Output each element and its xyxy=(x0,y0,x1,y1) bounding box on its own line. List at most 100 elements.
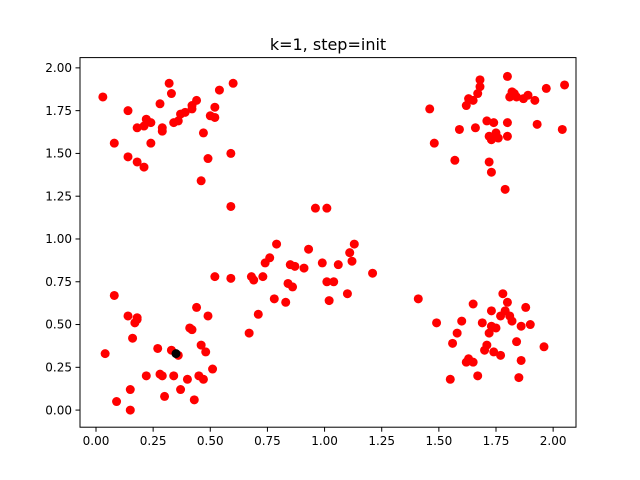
data-point xyxy=(342,289,352,299)
data-point xyxy=(486,135,496,145)
data-point xyxy=(157,123,167,133)
data-point xyxy=(502,131,512,141)
x-tick-label: 0.25 xyxy=(140,434,167,448)
x-tick-label: 1.75 xyxy=(483,434,510,448)
data-point xyxy=(128,333,138,343)
y-tick-label: 2.00 xyxy=(45,61,72,75)
data-point xyxy=(484,328,494,338)
data-point xyxy=(454,124,464,134)
data-point xyxy=(288,282,298,292)
data-point xyxy=(461,101,471,111)
data-point xyxy=(196,176,206,186)
data-point xyxy=(468,299,478,309)
data-point xyxy=(210,102,220,112)
x-tick-label: 1.00 xyxy=(311,434,338,448)
data-point xyxy=(324,296,334,306)
data-point xyxy=(210,272,220,282)
data-point xyxy=(203,154,213,164)
data-point xyxy=(153,343,163,353)
data-point xyxy=(502,118,512,128)
data-point xyxy=(192,302,202,312)
data-point xyxy=(132,314,142,324)
data-point xyxy=(457,316,467,326)
data-point xyxy=(516,355,526,365)
y-tick-label: 1.75 xyxy=(45,104,72,118)
data-point xyxy=(468,357,478,367)
data-point xyxy=(482,116,492,126)
data-point xyxy=(299,263,309,273)
data-point xyxy=(347,256,357,266)
data-point xyxy=(201,347,211,357)
data-point xyxy=(196,340,206,350)
data-point xyxy=(123,311,133,321)
data-point xyxy=(125,385,135,395)
data-point xyxy=(333,260,343,270)
plot-area-frame xyxy=(79,57,577,428)
data-point xyxy=(541,83,551,93)
x-tick-label: 1.25 xyxy=(368,434,395,448)
data-point xyxy=(249,275,259,285)
data-point xyxy=(345,248,355,258)
data-point xyxy=(525,320,535,330)
data-point xyxy=(482,340,492,350)
data-point xyxy=(413,294,423,304)
x-axis-ticks: 0.00 0.25 0.50 0.75 1.00 1.25 1.50 1.75 2.00 xyxy=(83,427,567,448)
data-point xyxy=(226,148,236,158)
data-point xyxy=(429,138,439,148)
data-point xyxy=(432,318,442,328)
data-point xyxy=(445,374,455,384)
data-point xyxy=(210,112,220,122)
data-point xyxy=(198,128,208,138)
data-point xyxy=(477,318,487,328)
data-point xyxy=(530,95,540,105)
data-point xyxy=(470,123,480,133)
data-point xyxy=(560,80,570,90)
data-point xyxy=(253,309,263,319)
data-point xyxy=(141,371,151,381)
data-point xyxy=(475,82,485,92)
data-point xyxy=(189,395,199,405)
data-point xyxy=(484,157,494,167)
data-point xyxy=(226,273,236,283)
x-tick-label: 1.50 xyxy=(425,434,452,448)
data-point xyxy=(214,85,224,95)
data-point xyxy=(226,201,236,211)
data-point xyxy=(192,95,202,105)
data-point xyxy=(452,328,462,338)
data-point xyxy=(489,347,499,357)
data-point xyxy=(304,244,314,254)
data-point xyxy=(146,138,156,148)
y-axis-ticks: 0.00 0.25 0.50 0.75 1.00 1.25 1.50 1.75 2.00 xyxy=(45,61,80,417)
data-point xyxy=(502,71,512,81)
data-point xyxy=(290,261,300,271)
y-tick-label: 0.25 xyxy=(45,361,72,375)
data-point xyxy=(310,203,320,213)
data-point xyxy=(475,75,485,85)
centroid-point xyxy=(171,349,181,359)
data-point xyxy=(203,311,213,321)
data-point xyxy=(281,297,291,307)
data-point xyxy=(198,374,208,384)
data-point xyxy=(486,306,496,316)
data-point xyxy=(173,116,183,126)
data-point xyxy=(187,325,197,335)
x-tick-label: 2.00 xyxy=(540,434,567,448)
data-point xyxy=(502,297,512,307)
data-point xyxy=(322,203,332,213)
data-point xyxy=(160,391,170,401)
data-point xyxy=(109,290,119,300)
data-point xyxy=(539,342,549,352)
data-point xyxy=(512,92,522,102)
y-tick-label: 1.50 xyxy=(45,147,72,161)
data-point xyxy=(132,157,142,167)
data-point xyxy=(489,118,499,128)
data-point xyxy=(498,289,508,299)
data-point xyxy=(208,364,218,374)
data-point xyxy=(155,99,165,109)
y-tick-label: 0.00 xyxy=(45,403,72,417)
data-point xyxy=(258,272,268,282)
x-tick-label: 0.00 xyxy=(83,434,110,448)
data-point xyxy=(228,78,238,88)
data-point xyxy=(507,316,517,326)
